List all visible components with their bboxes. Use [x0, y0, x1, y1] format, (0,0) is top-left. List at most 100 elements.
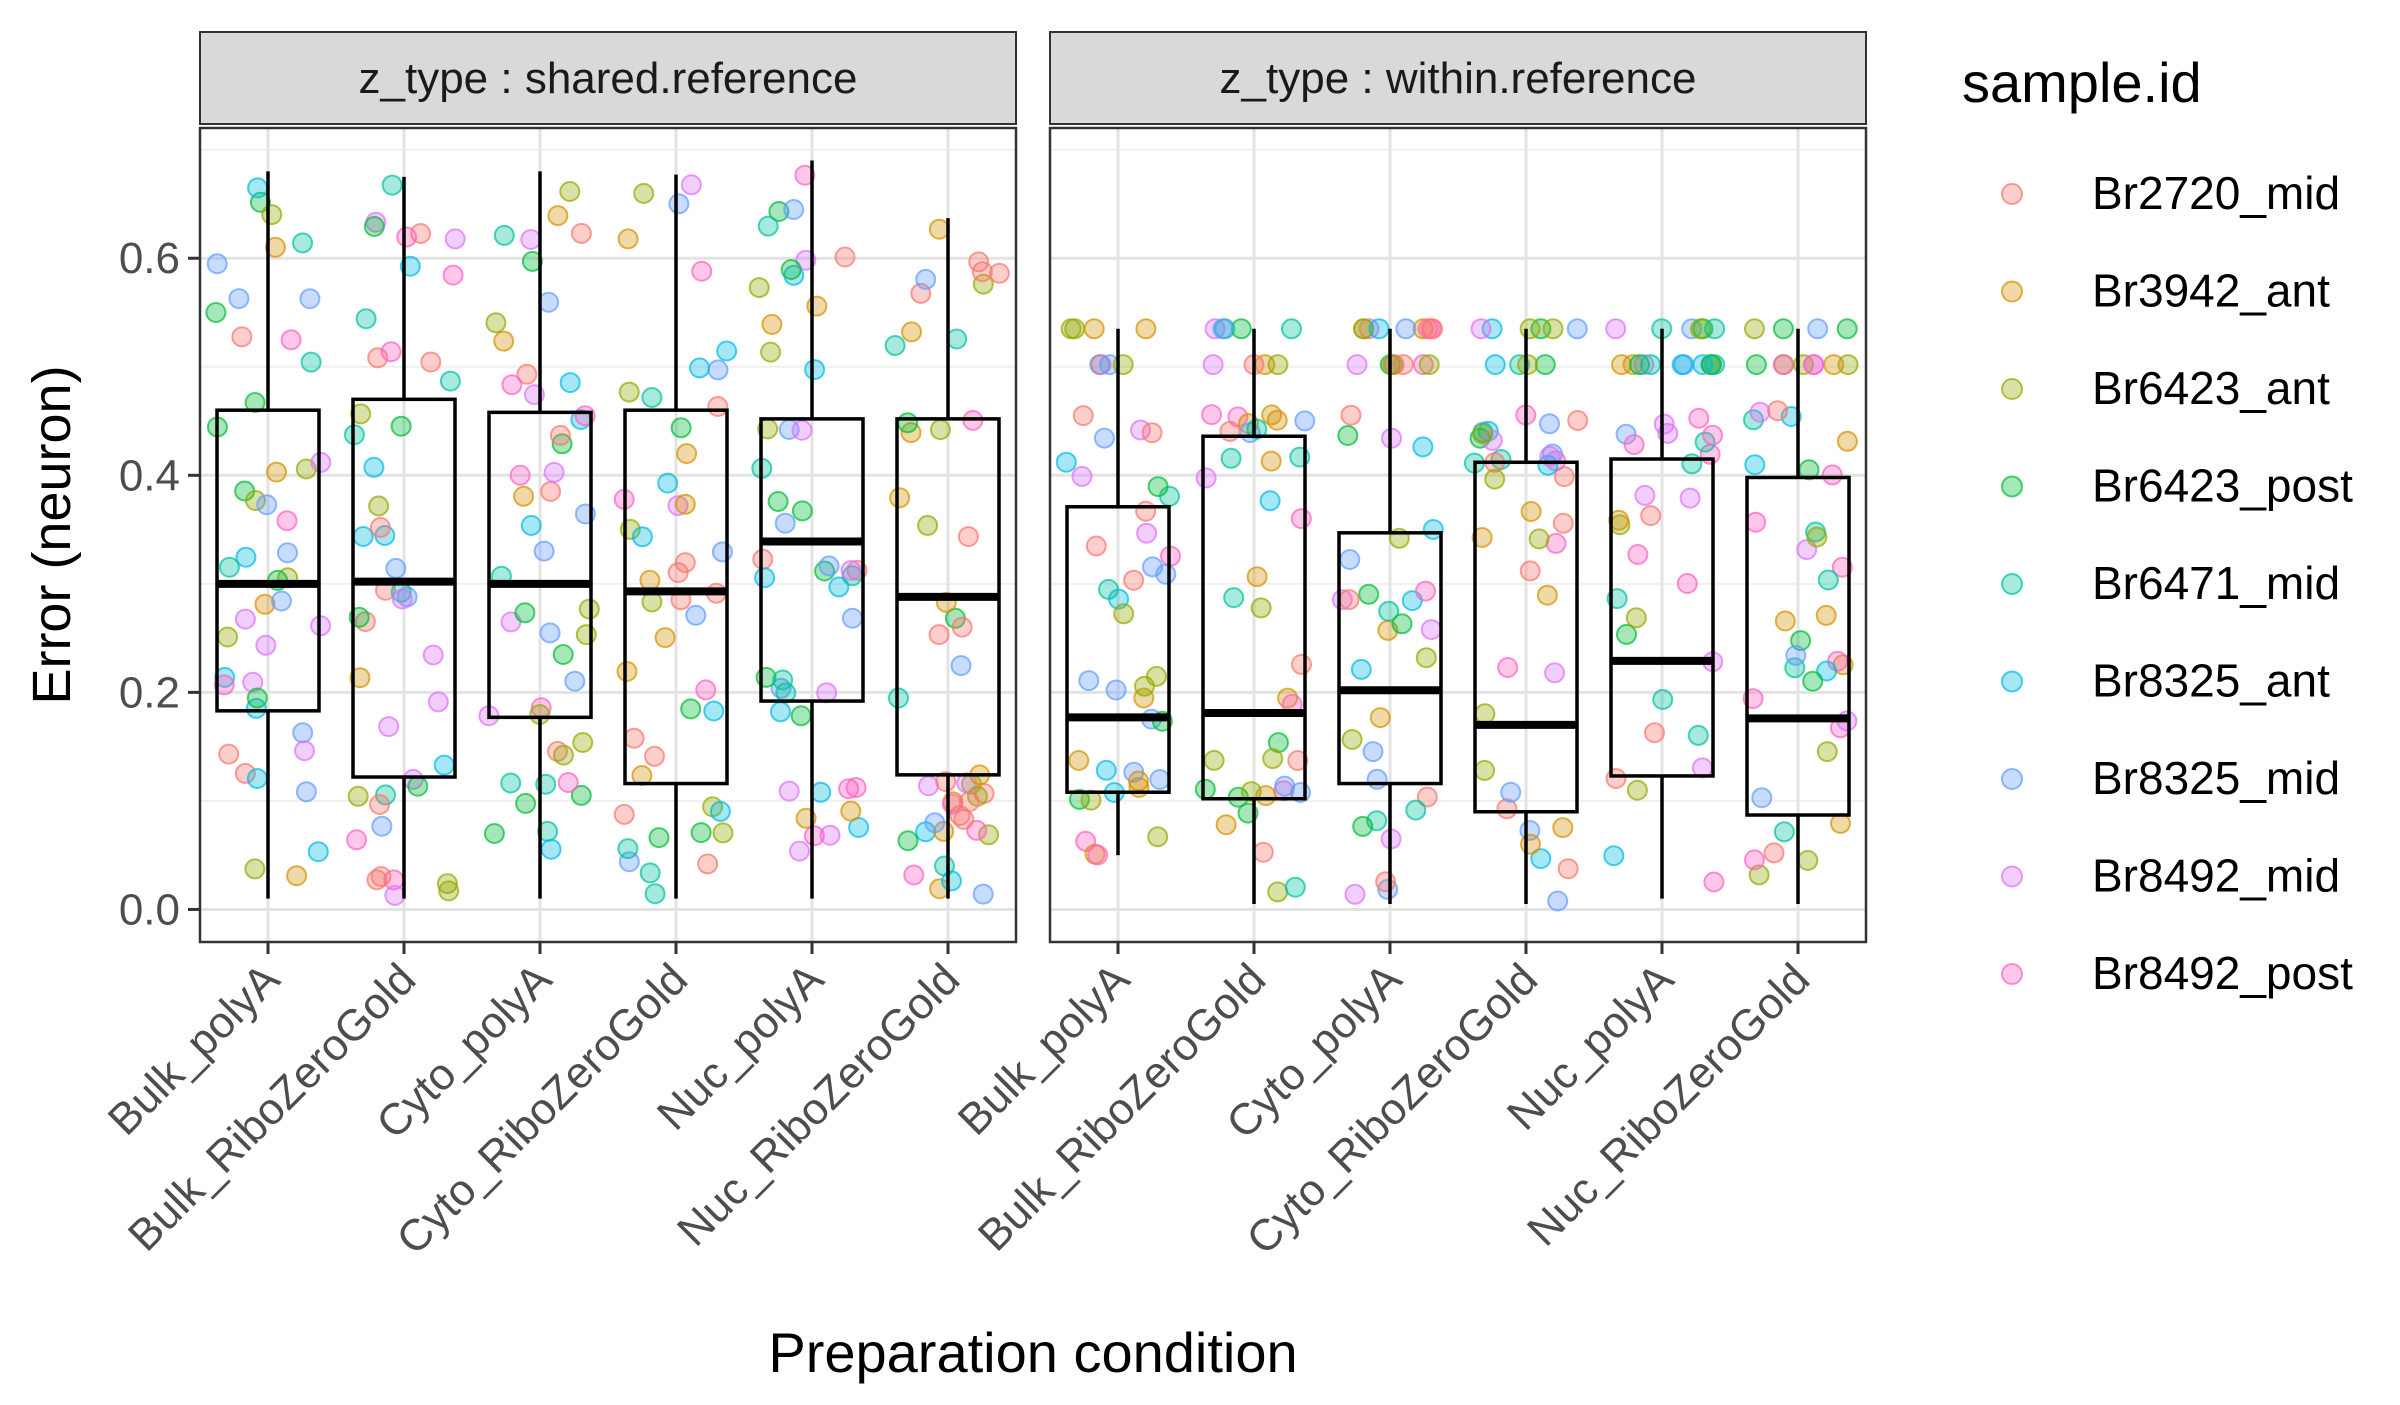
- data-point: [1141, 422, 1163, 444]
- data-point: [1520, 501, 1542, 522]
- data-point: [1147, 476, 1169, 498]
- data-point: [520, 229, 542, 250]
- data-point: [1815, 604, 1837, 626]
- data-point: [1821, 464, 1843, 486]
- data-point: [235, 546, 257, 568]
- data-point: [667, 495, 689, 517]
- data-point: [834, 246, 856, 268]
- data-point: [255, 634, 277, 656]
- data-point: [1338, 589, 1360, 611]
- data-point: [1652, 689, 1674, 710]
- data-point: [514, 602, 536, 624]
- data-point: [689, 357, 711, 379]
- data-point: [761, 313, 783, 335]
- data-point: [1422, 318, 1444, 340]
- data-point: [950, 655, 972, 677]
- data-point: [1341, 729, 1363, 750]
- data-point: [266, 461, 287, 483]
- data-point: [1745, 354, 1767, 376]
- data-point: [1246, 566, 1268, 588]
- data-point: [1644, 722, 1665, 744]
- data-point: [1603, 845, 1625, 867]
- box-bulk-ribozerogold: [1201, 328, 1307, 905]
- legend-item-br6423-post: Br6423_post: [2001, 460, 2353, 512]
- data-point: [363, 456, 385, 478]
- box-cyto-ribozerogold: [623, 174, 729, 899]
- data-point: [1339, 549, 1361, 570]
- data-point: [924, 812, 946, 834]
- data-point: [307, 841, 329, 863]
- data-point: [1681, 453, 1703, 475]
- x-axis: Bulk_polyABulk_RiboZeroGoldCyto_polyACyt…: [99, 942, 969, 1264]
- data-point: [543, 461, 565, 483]
- data-point: [355, 308, 377, 330]
- data-point: [493, 330, 515, 352]
- data-point: [1803, 354, 1825, 376]
- data-point: [509, 464, 531, 486]
- data-point: [246, 768, 268, 789]
- data-point: [752, 548, 774, 570]
- data-point: [641, 387, 663, 408]
- data-point: [903, 864, 925, 886]
- legend-swatch: [2001, 768, 2023, 790]
- data-point: [1203, 749, 1225, 771]
- data-point: [1744, 849, 1765, 871]
- data-point: [1744, 318, 1765, 340]
- data-point: [533, 540, 555, 562]
- box-iqr: [623, 408, 729, 786]
- data-point: [1474, 759, 1496, 781]
- panel-strip-label: z_type : shared.reference: [359, 54, 858, 103]
- boxplots: [215, 160, 1001, 899]
- data-point: [1369, 707, 1391, 729]
- data-point: [1640, 505, 1662, 527]
- panel-border: [1048, 126, 1868, 944]
- data-point: [1123, 569, 1145, 591]
- data-point: [218, 743, 240, 765]
- data-point: [1392, 354, 1414, 376]
- data-point: [1368, 318, 1390, 340]
- box-iqr: [1337, 531, 1443, 786]
- data-point: [1340, 404, 1362, 426]
- data-point: [978, 824, 1000, 846]
- legend-label: Br6423_post: [2092, 460, 2353, 512]
- data-point: [631, 526, 653, 548]
- data-point: [420, 351, 442, 373]
- data-point: [1246, 418, 1268, 440]
- data-point: [244, 392, 266, 413]
- axes-layer: 0.0 0.2 0.4 0.6 Error (neuron) Preparation co…: [22, 234, 1298, 1384]
- data-point: [1194, 778, 1216, 800]
- data-point: [707, 359, 729, 381]
- data-point: [1250, 597, 1272, 619]
- data-point: [1773, 821, 1795, 843]
- data-point: [1382, 354, 1404, 376]
- data-point: [286, 865, 308, 887]
- data-point: [1366, 768, 1388, 790]
- data-point: [385, 557, 407, 579]
- data-point: [564, 670, 586, 692]
- data-point: [613, 803, 635, 825]
- data-point: [928, 624, 950, 646]
- data-point: [789, 840, 810, 862]
- data-point: [703, 700, 725, 722]
- data-point: [1831, 556, 1853, 578]
- legend-swatch: [2001, 865, 2023, 888]
- data-point: [1416, 786, 1438, 808]
- data-point: [493, 224, 515, 246]
- data-point: [1704, 354, 1726, 376]
- data-point: [244, 858, 266, 880]
- data-point: [1085, 535, 1107, 557]
- data-point: [1195, 467, 1217, 489]
- data-point: [1472, 423, 1494, 445]
- data-point: [294, 740, 315, 762]
- data-point: [1391, 613, 1413, 635]
- data-point: [1679, 487, 1701, 509]
- panel-strip: [1049, 31, 1867, 125]
- box-iqr: [487, 410, 593, 720]
- data-point: [897, 412, 919, 434]
- data-point: [1519, 318, 1541, 340]
- legend-layer: sample.id Br2720_mid Br3942_ant Br6423_ant B…: [1962, 51, 2353, 999]
- data-point: [1817, 569, 1839, 591]
- x-axis-title: Preparation condition: [768, 1321, 1297, 1384]
- data-point: [1687, 724, 1709, 746]
